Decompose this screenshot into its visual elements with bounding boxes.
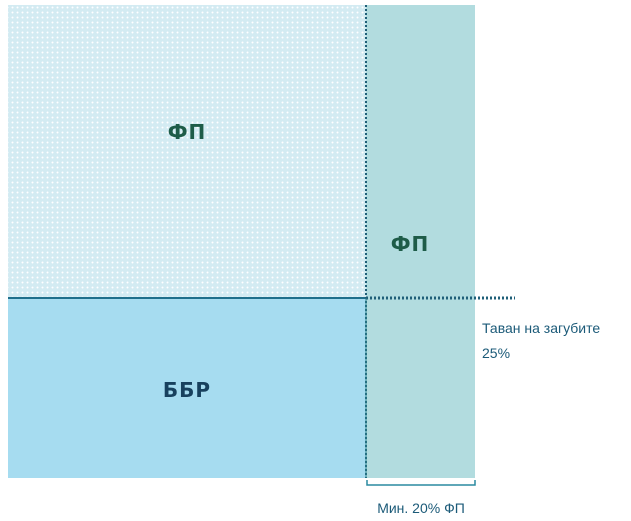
min-label: Мин. 20% ФП xyxy=(377,500,465,516)
top-left-region xyxy=(8,5,366,298)
region-label: ФП xyxy=(391,232,430,256)
region-label: ФП xyxy=(168,120,207,144)
right-region xyxy=(366,5,475,478)
cap-label: 25% xyxy=(482,345,510,361)
region-label: ББР xyxy=(163,378,211,402)
cap-label: Таван на загубите xyxy=(482,320,600,336)
bracket xyxy=(366,480,476,486)
bottom-left-region xyxy=(8,298,366,478)
